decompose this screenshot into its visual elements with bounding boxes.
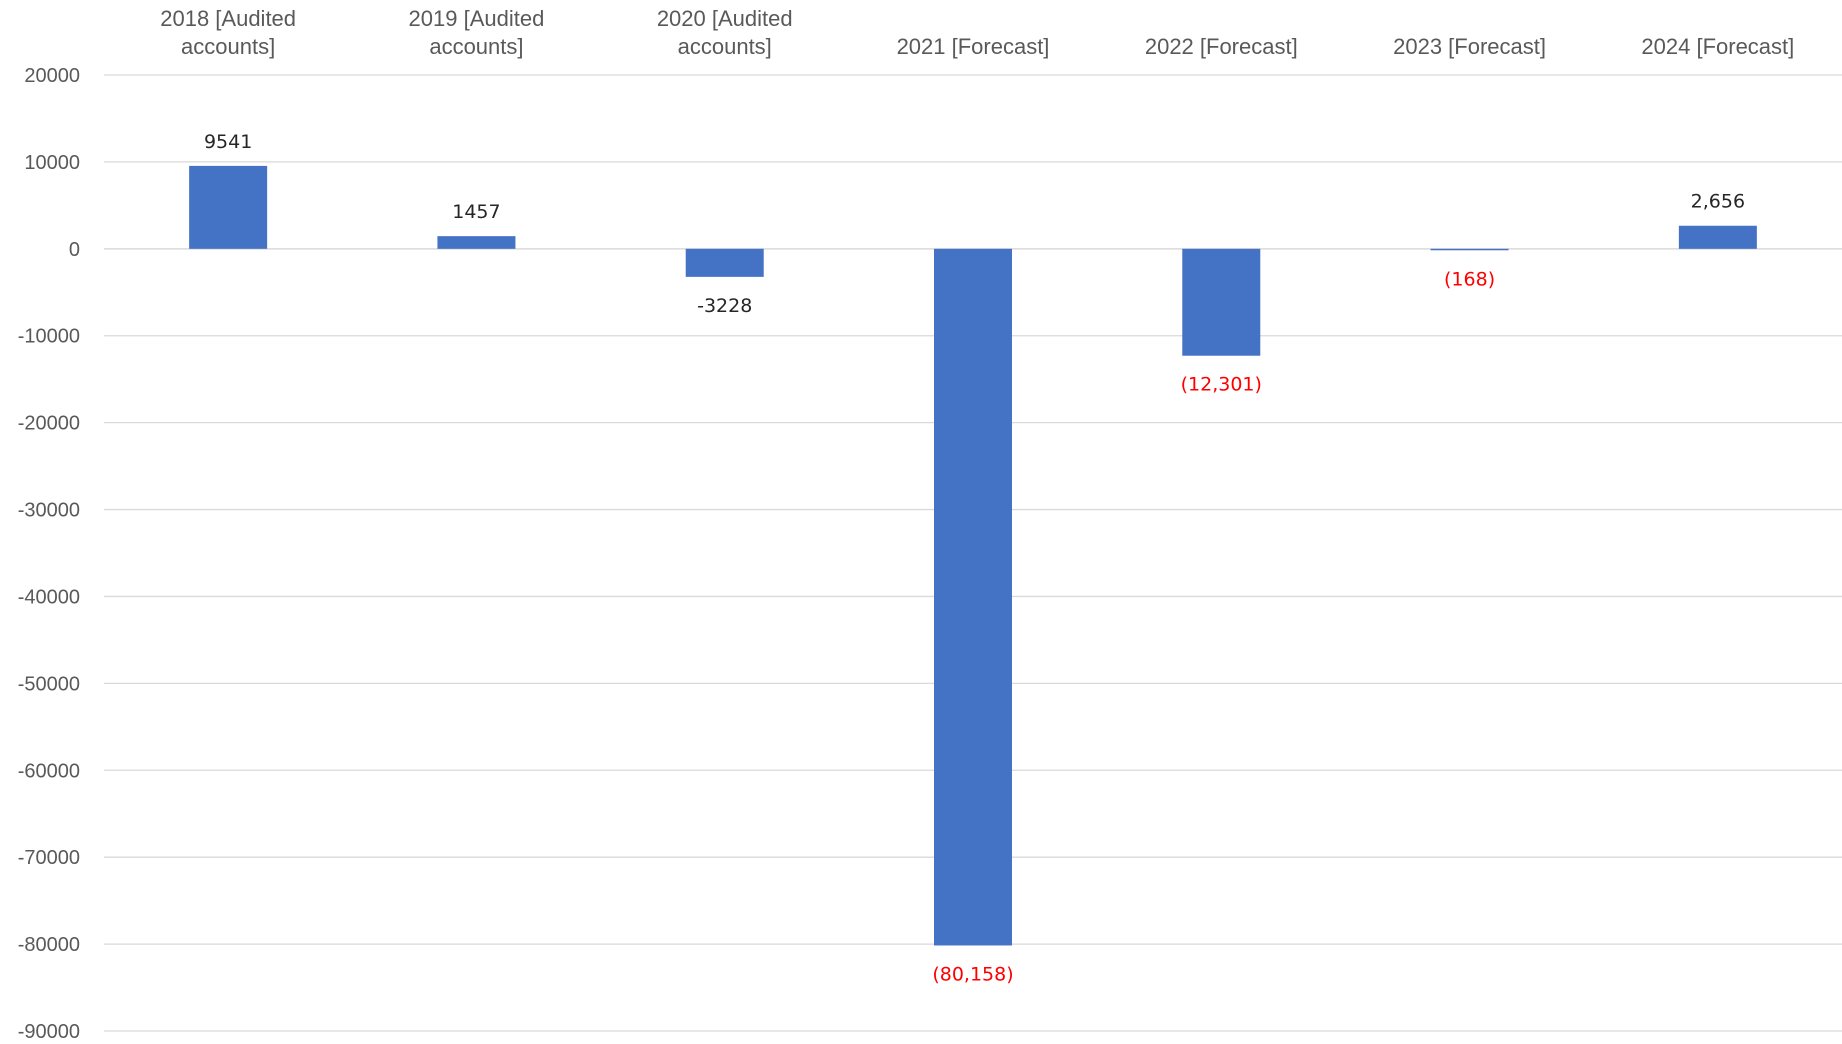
data-label: 1457 bbox=[452, 201, 500, 223]
y-tick-label: 0 bbox=[69, 239, 80, 261]
bar bbox=[1182, 248, 1261, 356]
x-category-label: 2024 [Forecast] bbox=[1641, 34, 1794, 59]
data-label: (12,301) bbox=[1181, 374, 1262, 396]
bar bbox=[1678, 225, 1757, 249]
x-category-label: 2023 [Forecast] bbox=[1393, 34, 1546, 59]
y-tick-label: -50000 bbox=[18, 673, 80, 695]
y-tick-label: -20000 bbox=[18, 413, 80, 435]
data-label: -3228 bbox=[697, 295, 752, 317]
x-axis-category-labels: 2018 [Audited accounts] 2019 [Audited accou… bbox=[160, 6, 1794, 59]
data-labels: 9541 1457 -3228 (80,158) (12,301) (168) 2,656 bbox=[204, 131, 1745, 986]
data-label: (80,158) bbox=[932, 963, 1013, 985]
y-tick-label: -10000 bbox=[18, 326, 80, 348]
bar bbox=[1430, 248, 1509, 251]
x-category-label: 2018 [Audited bbox=[160, 6, 296, 31]
y-tick-label: -90000 bbox=[18, 1021, 80, 1043]
y-tick-label: 20000 bbox=[24, 65, 80, 87]
bar bbox=[189, 165, 268, 249]
y-axis-tick-labels: 20000 10000 0 -10000 -20000 -30000 -40000 -5000… bbox=[18, 65, 80, 1043]
x-category-label: 2020 [Audited bbox=[657, 6, 793, 31]
bars bbox=[189, 165, 1757, 946]
x-category-label: 2022 [Forecast] bbox=[1145, 34, 1298, 59]
y-tick-label: -40000 bbox=[18, 586, 80, 608]
x-category-label: accounts] bbox=[181, 34, 275, 59]
y-tick-label: -60000 bbox=[18, 760, 80, 782]
y-tick-label: -80000 bbox=[18, 934, 80, 956]
data-label: 9541 bbox=[204, 131, 252, 153]
x-category-label: accounts] bbox=[678, 34, 772, 59]
bar bbox=[934, 248, 1012, 946]
x-category-label: accounts] bbox=[429, 34, 523, 59]
x-category-label: 2019 [Audited bbox=[409, 6, 545, 31]
y-tick-label: -30000 bbox=[18, 500, 80, 522]
bar bbox=[685, 248, 764, 277]
y-tick-label: -70000 bbox=[18, 847, 80, 869]
x-category-label: 2021 [Forecast] bbox=[897, 34, 1050, 59]
data-label: 2,656 bbox=[1691, 191, 1745, 213]
bar bbox=[437, 236, 516, 249]
y-tick-label: 10000 bbox=[24, 152, 80, 174]
data-label: (168) bbox=[1444, 268, 1495, 290]
